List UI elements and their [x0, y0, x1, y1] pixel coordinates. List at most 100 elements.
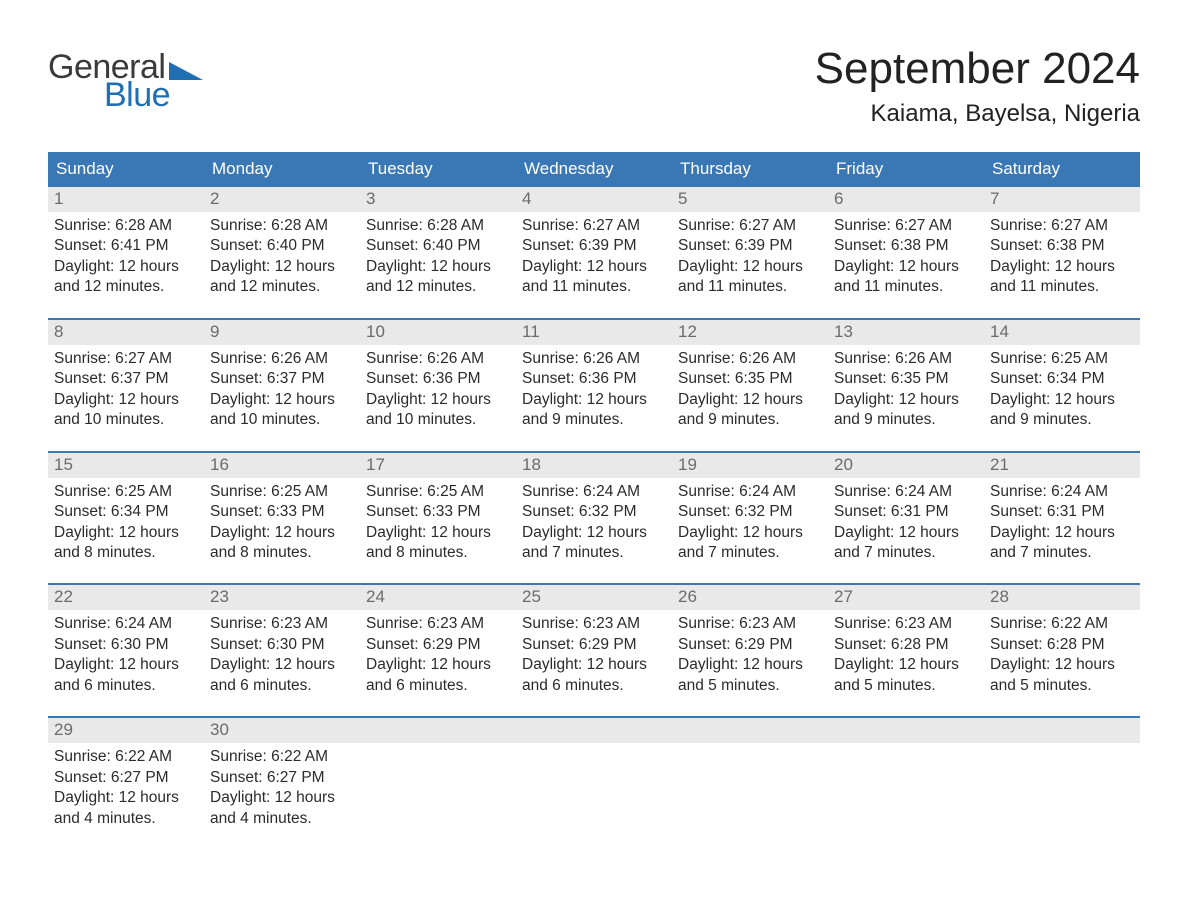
sunset-line: Sunset: 6:32 PM [522, 502, 666, 522]
sunrise-line: Sunrise: 6:27 AM [990, 216, 1134, 236]
calendar-day-cell: 14Sunrise: 6:25 AMSunset: 6:34 PMDayligh… [984, 320, 1140, 437]
sunrise-line: Sunrise: 6:26 AM [834, 349, 978, 369]
calendar-day-cell [516, 718, 672, 835]
sunset-line: Sunset: 6:27 PM [54, 768, 198, 788]
sunrise-line: Sunrise: 6:25 AM [366, 482, 510, 502]
sunset-line: Sunset: 6:29 PM [366, 635, 510, 655]
day-details: Sunrise: 6:23 AMSunset: 6:30 PMDaylight:… [204, 614, 360, 696]
sunset-line: Sunset: 6:30 PM [210, 635, 354, 655]
day-number: 4 [516, 187, 672, 212]
day-details: Sunrise: 6:24 AMSunset: 6:31 PMDaylight:… [984, 482, 1140, 564]
day-details: Sunrise: 6:24 AMSunset: 6:31 PMDaylight:… [828, 482, 984, 564]
day-number: 19 [672, 453, 828, 478]
day-number: 12 [672, 320, 828, 345]
day-details: Sunrise: 6:23 AMSunset: 6:29 PMDaylight:… [516, 614, 672, 696]
calendar-body: 1Sunrise: 6:28 AMSunset: 6:41 PMDaylight… [48, 187, 1140, 835]
day-details: Sunrise: 6:24 AMSunset: 6:32 PMDaylight:… [516, 482, 672, 564]
day-number: 24 [360, 585, 516, 610]
logo-flag-icon [169, 58, 203, 80]
calendar-day-cell: 24 Sunrise: 6:23 AMSunset: 6:29 PMDayligh… [360, 585, 516, 702]
day-details: Sunrise: 6:22 AMSunset: 6:28 PMDaylight:… [984, 614, 1140, 696]
daylight-line: Daylight: 12 hours and 8 minutes. [54, 523, 198, 564]
day-details: Sunrise: 6:22 AMSunset: 6:27 PMDaylight:… [204, 747, 360, 829]
daylight-line: Daylight: 12 hours and 4 minutes. [210, 788, 354, 829]
daylight-line: Daylight: 12 hours and 7 minutes. [678, 523, 822, 564]
day-details: Sunrise: 6:26 AMSunset: 6:37 PMDaylight:… [204, 349, 360, 431]
calendar-day-cell: 4Sunrise: 6:27 AMSunset: 6:39 PMDaylight… [516, 187, 672, 304]
sunset-line: Sunset: 6:40 PM [210, 236, 354, 256]
daylight-line: Daylight: 12 hours and 5 minutes. [834, 655, 978, 696]
sunrise-line: Sunrise: 6:24 AM [54, 614, 198, 634]
day-details: Sunrise: 6:24 AMSunset: 6:32 PMDaylight:… [672, 482, 828, 564]
sunset-line: Sunset: 6:35 PM [834, 369, 978, 389]
day-details: Sunrise: 6:23 AMSunset: 6:28 PMDaylight:… [828, 614, 984, 696]
calendar-day-cell [672, 718, 828, 835]
sunset-line: Sunset: 6:37 PM [210, 369, 354, 389]
sunset-line: Sunset: 6:40 PM [366, 236, 510, 256]
day-number: 9 [204, 320, 360, 345]
sunrise-line: Sunrise: 6:26 AM [522, 349, 666, 369]
sunrise-line: Sunrise: 6:28 AM [210, 216, 354, 236]
calendar-day-cell: 28Sunrise: 6:22 AMSunset: 6:28 PMDayligh… [984, 585, 1140, 702]
calendar-day-cell: 6Sunrise: 6:27 AMSunset: 6:38 PMDaylight… [828, 187, 984, 304]
daylight-line: Daylight: 12 hours and 10 minutes. [54, 390, 198, 431]
daylight-line: Daylight: 12 hours and 11 minutes. [522, 257, 666, 298]
day-details: Sunrise: 6:23 AMSunset: 6:29 PMDaylight:… [672, 614, 828, 696]
day-number: 3 [360, 187, 516, 212]
daylight-line: Daylight: 12 hours and 5 minutes. [678, 655, 822, 696]
day-details: Sunrise: 6:27 AMSunset: 6:39 PMDaylight:… [672, 216, 828, 298]
calendar-day-cell: 15Sunrise: 6:25 AMSunset: 6:34 PMDayligh… [48, 453, 204, 570]
day-number: 26 [672, 585, 828, 610]
daylight-line: Daylight: 12 hours and 6 minutes. [522, 655, 666, 696]
daylight-line: Daylight: 12 hours and 11 minutes. [678, 257, 822, 298]
daylight-line: Daylight: 12 hours and 10 minutes. [366, 390, 510, 431]
daylight-line: Daylight: 12 hours and 10 minutes. [210, 390, 354, 431]
sunrise-line: Sunrise: 6:27 AM [522, 216, 666, 236]
day-number: 10 [360, 320, 516, 345]
sunset-line: Sunset: 6:27 PM [210, 768, 354, 788]
daylight-line: Daylight: 12 hours and 11 minutes. [990, 257, 1134, 298]
sunrise-line: Sunrise: 6:27 AM [834, 216, 978, 236]
day-details: Sunrise: 6:28 AMSunset: 6:41 PMDaylight:… [48, 216, 204, 298]
calendar-day-cell: 2Sunrise: 6:28 AMSunset: 6:40 PMDaylight… [204, 187, 360, 304]
daylight-line: Daylight: 12 hours and 6 minutes. [366, 655, 510, 696]
weekday-header-cell: Sunday [48, 152, 204, 187]
sunset-line: Sunset: 6:32 PM [678, 502, 822, 522]
day-details: Sunrise: 6:27 AMSunset: 6:38 PMDaylight:… [984, 216, 1140, 298]
calendar-day-cell: 5 Sunrise: 6:27 AMSunset: 6:39 PMDaylight… [672, 187, 828, 304]
sunrise-line: Sunrise: 6:27 AM [54, 349, 198, 369]
day-details: Sunrise: 6:25 AMSunset: 6:34 PMDaylight:… [48, 482, 204, 564]
location: Kaiama, Bayelsa, Nigeria [815, 100, 1140, 128]
sunrise-line: Sunrise: 6:22 AM [210, 747, 354, 767]
sunset-line: Sunset: 6:34 PM [54, 502, 198, 522]
day-details: Sunrise: 6:24 AMSunset: 6:30 PMDaylight:… [48, 614, 204, 696]
sunset-line: Sunset: 6:38 PM [834, 236, 978, 256]
calendar-week-row: 29Sunrise: 6:22 AMSunset: 6:27 PMDayligh… [48, 716, 1140, 835]
day-number: 11 [516, 320, 672, 345]
sunset-line: Sunset: 6:33 PM [210, 502, 354, 522]
daylight-line: Daylight: 12 hours and 4 minutes. [54, 788, 198, 829]
sunset-line: Sunset: 6:38 PM [990, 236, 1134, 256]
day-details: Sunrise: 6:27 AMSunset: 6:37 PMDaylight:… [48, 349, 204, 431]
day-number [984, 718, 1140, 743]
daylight-line: Daylight: 12 hours and 11 minutes. [834, 257, 978, 298]
day-number: 5 [672, 187, 828, 212]
day-number: 23 [204, 585, 360, 610]
day-number [516, 718, 672, 743]
sunset-line: Sunset: 6:36 PM [366, 369, 510, 389]
calendar-day-cell: 1Sunrise: 6:28 AMSunset: 6:41 PMDaylight… [48, 187, 204, 304]
day-details: Sunrise: 6:23 AMSunset: 6:29 PMDaylight:… [360, 614, 516, 696]
day-number: 18 [516, 453, 672, 478]
calendar-day-cell: 19 Sunrise: 6:24 AMSunset: 6:32 PMDayligh… [672, 453, 828, 570]
day-number [828, 718, 984, 743]
calendar-day-cell: 30Sunrise: 6:22 AMSunset: 6:27 PMDayligh… [204, 718, 360, 835]
sunrise-line: Sunrise: 6:25 AM [210, 482, 354, 502]
sunrise-line: Sunrise: 6:23 AM [210, 614, 354, 634]
sunset-line: Sunset: 6:34 PM [990, 369, 1134, 389]
calendar-week-row: 15Sunrise: 6:25 AMSunset: 6:34 PMDayligh… [48, 451, 1140, 570]
daylight-line: Daylight: 12 hours and 12 minutes. [54, 257, 198, 298]
calendar-day-cell: 8Sunrise: 6:27 AMSunset: 6:37 PMDaylight… [48, 320, 204, 437]
daylight-line: Daylight: 12 hours and 9 minutes. [834, 390, 978, 431]
day-number: 29 [48, 718, 204, 743]
day-details: Sunrise: 6:25 AMSunset: 6:33 PMDaylight:… [204, 482, 360, 564]
